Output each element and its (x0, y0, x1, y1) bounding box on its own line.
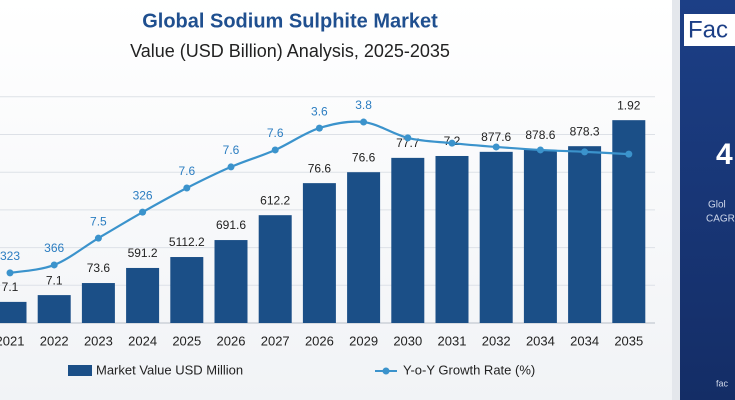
bar-label: 7.1 (2, 280, 19, 294)
line-marker (139, 208, 147, 216)
bar (126, 267, 160, 323)
line-marker (227, 163, 235, 171)
big-number: 4 (716, 138, 733, 171)
line-label: 7.6 (223, 143, 240, 157)
x-tick-label: 2030 (393, 333, 422, 348)
x-tick-label: 2035 (614, 333, 643, 348)
line-marker (404, 134, 412, 142)
x-tick-label: 2027 (261, 333, 290, 348)
line-label: 323 (0, 249, 20, 263)
plot: 2021 2022 2023 2024 2025 2026 2027 2026 2029 2030… (0, 96, 655, 377)
bar-label: 73.6 (87, 261, 111, 275)
line-marker (360, 118, 368, 126)
line-marker (448, 139, 456, 147)
logo-box (684, 14, 735, 46)
legend-label: Y-o-Y Growth Rate (%) (403, 362, 535, 377)
panel-footer: fac (716, 378, 729, 388)
line-marker (625, 150, 633, 158)
bar (347, 172, 381, 323)
line-marker (6, 269, 14, 277)
bar (214, 240, 248, 323)
legend-swatch (68, 365, 92, 376)
legend-label: Market Value USD Million (96, 362, 243, 377)
x-tick-label: 2034 (526, 333, 555, 348)
bar-label: 878.3 (570, 124, 600, 138)
line-label: 7.5 (90, 214, 107, 228)
bar-label: 591.2 (128, 246, 158, 260)
x-tick-label: 2026 (217, 333, 246, 348)
bar-label: 691.6 (216, 218, 246, 232)
panel-text: CAGR (706, 214, 735, 225)
bar-label: 878.6 (525, 128, 555, 142)
x-tick-label: 2025 (172, 333, 201, 348)
panel-shadow (672, 0, 680, 400)
bar-label: 76.6 (352, 150, 376, 164)
x-tick-label: 2023 (84, 333, 113, 348)
x-tick-label: 2022 (40, 333, 69, 348)
x-tick-label: 2021 (0, 333, 24, 348)
line-marker (271, 146, 279, 154)
line-marker (94, 234, 102, 242)
side-panel (680, 0, 735, 400)
line-label: 3.8 (355, 98, 372, 112)
line-label: 366 (44, 241, 64, 255)
bar (523, 149, 557, 323)
bar (479, 151, 513, 323)
line-marker (581, 148, 589, 156)
bar-label: 877.6 (481, 130, 511, 144)
chart-title: Global Sodium Sulphite Market (142, 10, 438, 32)
line-label: 326 (133, 188, 153, 202)
bar (612, 120, 646, 323)
line-marker (50, 261, 58, 269)
x-tick-label: 2032 (482, 333, 511, 348)
bar-label: 5112.2 (169, 235, 205, 249)
line-marker (315, 124, 323, 132)
line-label: 7.6 (267, 126, 284, 140)
bar-label: 612.2 (260, 193, 290, 207)
legend-swatch (382, 367, 390, 375)
bar (37, 295, 71, 323)
bar (81, 283, 115, 323)
x-tick-label: 2026 (305, 333, 334, 348)
bar (391, 157, 425, 323)
bar-label: 1.92 (617, 98, 641, 112)
bar (435, 155, 469, 323)
line-label: 7.6 (178, 164, 195, 178)
bar-label: 76.6 (308, 161, 332, 175)
bar (258, 215, 292, 323)
bar-label: 7.1 (46, 273, 63, 287)
line-marker (536, 146, 544, 154)
chart-subtitle: Value (USD Billion) Analysis, 2025-2035 (130, 41, 450, 61)
bar (568, 146, 602, 323)
line-marker (183, 184, 191, 192)
bar (302, 183, 336, 323)
line-label: 3.6 (311, 104, 328, 118)
x-tick-label: 2024 (128, 333, 157, 348)
x-tick-label: 2031 (438, 333, 467, 348)
logo: Fac (688, 16, 728, 43)
bar (0, 301, 27, 323)
line-marker (492, 143, 500, 151)
bar (170, 257, 204, 323)
x-tick-label: 2034 (570, 333, 599, 348)
panel-text: Glol (708, 200, 726, 211)
x-tick-label: 2029 (349, 333, 378, 348)
